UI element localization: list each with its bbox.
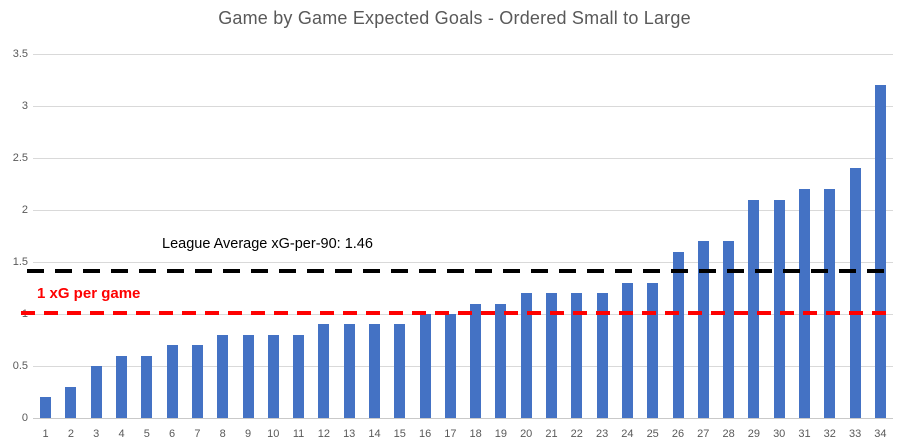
bar-game-14 [369, 324, 380, 418]
one-xg-label: 1 xG per game [37, 285, 141, 302]
x-axis-tick-label: 8 [219, 428, 226, 440]
x-axis-tick-label: 11 [292, 428, 305, 440]
bar-game-24 [621, 283, 633, 418]
x-axis-tick-label: 30 [773, 428, 786, 440]
y-axis-tick-label: 3 [21, 100, 28, 112]
bar-game-5 [141, 356, 153, 418]
bar-game-30 [773, 200, 785, 418]
x-axis-tick-label: 32 [823, 428, 836, 440]
x-axis-tick-label: 17 [444, 428, 457, 440]
x-axis-tick-label: 13 [343, 428, 356, 440]
x-axis-tick-label: 2 [67, 428, 74, 440]
y-axis-tick-label: 1.5 [12, 256, 28, 268]
x-axis-tick-label: 26 [671, 428, 685, 440]
bar-game-19 [495, 304, 507, 418]
x-axis-line [33, 418, 893, 419]
bar-game-11 [293, 335, 305, 418]
bar-game-4 [116, 356, 127, 418]
league-average-label: League Average xG-per-90: 1.46 [162, 236, 373, 252]
bar-game-28 [723, 241, 735, 418]
x-axis-tick-label: 20 [520, 428, 533, 440]
x-axis-tick-label: 24 [621, 428, 634, 440]
bar-game-13 [343, 324, 355, 418]
bar-game-1 [40, 397, 52, 418]
x-axis-tick-label: 21 [545, 428, 558, 440]
bar-game-34 [874, 85, 886, 418]
bar-game-15 [394, 324, 406, 418]
bar-game-29 [748, 200, 760, 418]
bar-game-22 [571, 293, 583, 418]
x-axis-tick-label: 7 [194, 428, 201, 440]
gridline [33, 158, 893, 159]
x-axis-tick-label: 25 [646, 428, 659, 440]
y-axis-tick-label: 0 [21, 412, 28, 424]
x-axis-tick-label: 22 [570, 428, 583, 440]
gridline [33, 366, 893, 367]
x-axis-tick-label: 34 [874, 428, 887, 440]
gridline [33, 262, 893, 263]
bar-game-25 [647, 283, 659, 418]
x-axis-tick-label: 9 [244, 428, 252, 440]
gridline [33, 54, 893, 55]
bar-game-31 [799, 189, 810, 418]
x-axis-tick-label: 4 [118, 428, 125, 440]
bar-game-7 [191, 345, 203, 418]
y-axis-tick-label: 3.5 [12, 48, 28, 60]
bar-game-10 [267, 335, 279, 418]
x-axis-tick-label: 6 [169, 428, 176, 440]
x-axis-tick-label: 10 [267, 428, 280, 440]
bar-game-26 [672, 252, 684, 418]
gridline [33, 106, 893, 107]
y-axis-tick-label: 2 [21, 204, 28, 216]
bar-game-33 [849, 168, 861, 418]
x-axis-tick-label: 18 [469, 428, 482, 440]
one-xg-reference-line [21, 311, 893, 315]
bar-game-32 [824, 189, 836, 418]
bar-game-21 [546, 293, 557, 418]
x-axis-tick-label: 1 [42, 428, 49, 440]
x-axis-tick-label: 15 [393, 428, 406, 440]
bar-game-2 [65, 387, 77, 418]
bar-game-6 [166, 345, 178, 418]
x-axis-tick-label: 29 [747, 428, 761, 440]
x-axis-tick-label: 28 [722, 428, 735, 440]
x-axis-tick-label: 19 [494, 428, 508, 440]
bar-game-3 [90, 366, 102, 418]
bar-game-17 [444, 314, 456, 418]
bar-game-9 [242, 335, 254, 418]
bar-game-16 [419, 314, 431, 418]
x-axis-tick-label: 16 [418, 428, 432, 440]
bar-game-23 [596, 293, 608, 418]
x-axis-tick-label: 27 [697, 428, 710, 440]
x-axis-tick-label: 12 [317, 428, 331, 440]
gridline [33, 210, 893, 211]
x-axis-tick-label: 23 [595, 428, 609, 440]
y-axis-tick-label: 2.5 [12, 152, 28, 164]
bar-game-27 [697, 241, 709, 418]
chart-title: Game by Game Expected Goals - Ordered Sm… [218, 8, 691, 28]
bar-game-8 [217, 335, 229, 418]
x-axis-tick-label: 3 [93, 428, 100, 440]
bar-game-18 [470, 304, 482, 418]
x-axis-tick-label: 14 [368, 428, 381, 440]
bar-game-20 [520, 293, 532, 418]
x-axis-tick-label: 31 [798, 428, 811, 440]
bar-game-12 [318, 324, 330, 418]
x-axis-tick-label: 33 [848, 428, 862, 440]
x-axis-tick-label: 5 [143, 428, 150, 440]
y-axis-tick-label: 0.5 [12, 360, 28, 372]
league-average-reference-line [27, 269, 893, 273]
